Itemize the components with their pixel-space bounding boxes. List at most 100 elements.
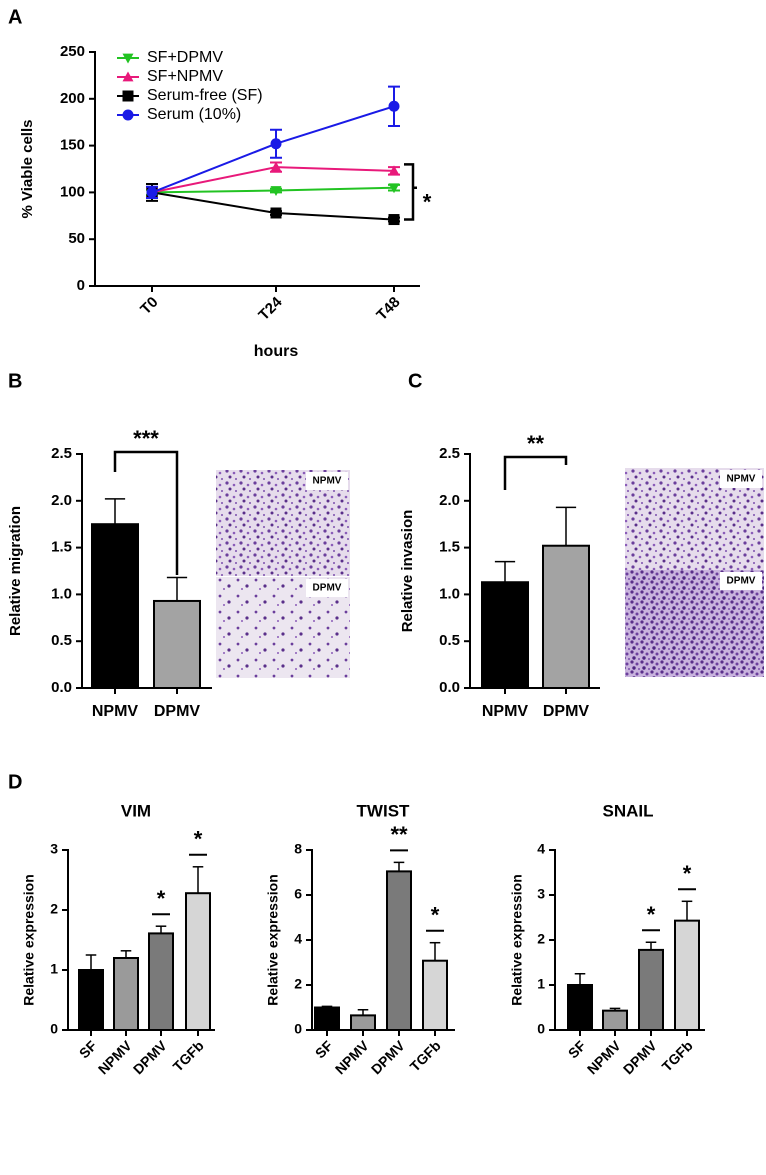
y-tick-label: 0 <box>537 1021 545 1037</box>
x-tick-label: DPMV <box>154 703 201 720</box>
y-tick-label: 3 <box>50 841 58 857</box>
marker <box>270 207 282 219</box>
bar <box>422 959 448 1032</box>
y-tick-label: 4 <box>294 931 302 947</box>
y-tick-label: 0.0 <box>439 679 460 696</box>
marker <box>388 214 400 226</box>
bar <box>481 581 529 689</box>
marker <box>270 138 282 150</box>
significance-label: ** <box>527 431 545 456</box>
y-tick-label: 0.0 <box>51 679 72 696</box>
marker <box>122 109 134 121</box>
micrograph-label: NPMV <box>313 476 342 487</box>
y-tick-label: 150 <box>60 137 85 154</box>
bar <box>185 892 211 1032</box>
significance-label: * <box>647 902 656 927</box>
y-axis-label: Relative invasion <box>399 510 416 633</box>
x-tick-label: T48 <box>373 294 403 324</box>
x-tick-label: DPMV <box>543 703 590 720</box>
significance-bracket <box>113 450 179 575</box>
bar <box>113 957 139 1031</box>
bar <box>386 870 412 1031</box>
micrograph-label: DPMV <box>313 583 342 594</box>
x-tick-label: NPMV <box>332 1037 372 1077</box>
legend-label: SF+NPMV <box>147 68 223 85</box>
legend-label: Serum-free (SF) <box>147 87 263 104</box>
marker <box>270 161 282 172</box>
marker <box>122 53 134 64</box>
micrograph-label-box <box>720 470 762 488</box>
y-tick-label: 3 <box>537 886 545 902</box>
micrograph-label-box <box>720 572 762 590</box>
bar <box>674 919 700 1032</box>
micrograph-label: NPMV <box>727 474 756 485</box>
marker <box>122 90 134 102</box>
panel-label: A <box>8 6 22 28</box>
legend-label: SF+DPMV <box>147 49 223 66</box>
y-axis-label: Relative expression <box>265 874 281 1006</box>
significance-label: * <box>423 189 432 214</box>
y-tick-label: 50 <box>68 230 85 247</box>
bar <box>567 984 593 1031</box>
y-tick-label: 2.0 <box>51 492 72 509</box>
bar <box>602 1009 628 1032</box>
marker <box>388 100 400 112</box>
y-tick-label: 2 <box>294 976 302 992</box>
y-tick-label: 6 <box>294 886 302 902</box>
y-tick-label: 2 <box>537 931 545 947</box>
chart-title: SNAIL <box>603 801 654 820</box>
chart-title: TWIST <box>357 801 410 820</box>
y-tick-label: 1 <box>50 961 58 977</box>
x-tick-label: TGFb <box>407 1037 444 1074</box>
x-tick-label: DPMV <box>620 1037 660 1077</box>
bar <box>153 599 201 690</box>
legend-label: Serum (10%) <box>147 106 241 123</box>
marker <box>122 71 134 82</box>
x-tick-label: NPMV <box>482 703 529 720</box>
bar <box>638 948 664 1032</box>
x-tick-label: T0 <box>137 294 161 318</box>
y-tick-label: 0 <box>50 1021 58 1037</box>
significance-label: *** <box>133 426 159 451</box>
x-tick-label: DPMV <box>368 1037 408 1077</box>
y-tick-label: 4 <box>537 841 545 857</box>
x-tick-label: SF <box>312 1037 336 1061</box>
x-tick-label: SF <box>565 1037 589 1061</box>
y-tick-label: 1.5 <box>439 539 460 556</box>
y-tick-label: 0.5 <box>51 632 72 649</box>
panel-label: C <box>408 370 422 392</box>
y-tick-label: 0 <box>77 277 85 294</box>
y-tick-label: 2.0 <box>439 492 460 509</box>
y-tick-label: 200 <box>60 90 85 107</box>
significance-bracket <box>404 163 417 221</box>
y-tick-label: 1 <box>537 976 545 992</box>
y-axis-label: Relative migration <box>7 506 24 636</box>
panel-label: D <box>8 771 22 793</box>
micrograph-label-box <box>306 579 348 597</box>
significance-label: ** <box>390 822 408 847</box>
y-tick-label: 250 <box>60 43 85 60</box>
significance-bracket <box>503 455 568 490</box>
y-axis-label: % Viable cells <box>19 120 36 219</box>
y-tick-label: 1.0 <box>439 585 460 602</box>
x-tick-label: NPMV <box>584 1037 624 1077</box>
significance-label: * <box>431 903 440 928</box>
bar <box>350 1014 376 1031</box>
bar <box>542 544 590 690</box>
significance-label: * <box>157 886 166 911</box>
chart-title: VIM <box>121 801 151 820</box>
bar <box>148 932 174 1032</box>
marker <box>388 165 400 176</box>
significance-label: * <box>194 827 203 852</box>
micrograph-label-box <box>306 472 348 490</box>
y-tick-label: 2.5 <box>51 445 72 462</box>
marker <box>270 186 282 197</box>
x-tick-label: SF <box>76 1037 100 1061</box>
y-tick-label: 0 <box>294 1021 302 1037</box>
x-tick-label: TGFb <box>170 1037 207 1074</box>
x-tick-label: DPMV <box>130 1037 170 1077</box>
y-tick-label: 2.5 <box>439 445 460 462</box>
y-tick-label: 0.5 <box>439 632 460 649</box>
